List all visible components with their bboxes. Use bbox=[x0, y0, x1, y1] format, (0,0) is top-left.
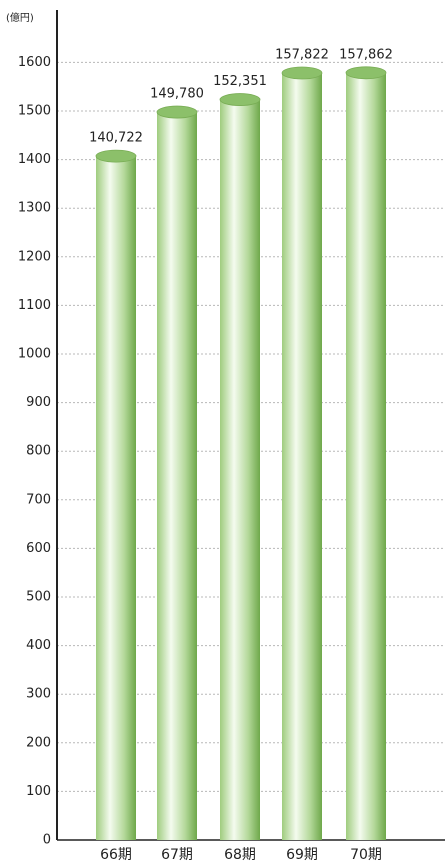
bar-cap bbox=[281, 66, 323, 80]
bar-cap bbox=[156, 105, 198, 119]
value-label: 157,822 bbox=[275, 47, 329, 62]
y-tick-label: 800 bbox=[26, 444, 51, 459]
bar bbox=[282, 72, 322, 840]
bar bbox=[220, 99, 260, 840]
bar-cap bbox=[219, 93, 261, 106]
value-label: 152,351 bbox=[213, 74, 267, 89]
y-tick-label: 1400 bbox=[18, 152, 51, 167]
value-label: 149,780 bbox=[150, 87, 204, 102]
y-tick-label: 1100 bbox=[18, 298, 51, 313]
x-tick-label: 69期 bbox=[286, 847, 318, 863]
bar-cap bbox=[95, 149, 137, 163]
y-tick-label: 200 bbox=[26, 735, 51, 750]
y-tick-label: 1000 bbox=[18, 347, 51, 362]
y-tick-label: 1600 bbox=[18, 55, 51, 70]
x-tick-label: 68期 bbox=[224, 847, 256, 863]
y-tick-label: 1500 bbox=[18, 104, 51, 119]
x-tick-label: 67期 bbox=[161, 847, 193, 863]
value-label: 157,862 bbox=[339, 47, 393, 62]
bar bbox=[346, 72, 386, 841]
y-tick-label: 100 bbox=[26, 784, 51, 799]
y-tick-label: 500 bbox=[26, 590, 51, 605]
x-tick-label: 66期 bbox=[100, 847, 132, 863]
y-tick-label: 400 bbox=[26, 638, 51, 653]
y-tick-label: 700 bbox=[26, 492, 51, 507]
y-tick-label: 300 bbox=[26, 687, 51, 702]
value-label: 140,722 bbox=[89, 131, 143, 146]
bar bbox=[157, 112, 197, 840]
y-tick-label: 1200 bbox=[18, 249, 51, 264]
y-tick-label: 0 bbox=[43, 833, 51, 848]
y-tick-label: 600 bbox=[26, 541, 51, 556]
y-tick-label: 1300 bbox=[18, 201, 51, 216]
unit-label: (億円) bbox=[6, 11, 34, 24]
bar-cap bbox=[345, 66, 387, 80]
y-tick-label: 900 bbox=[26, 395, 51, 410]
bar bbox=[96, 156, 136, 841]
x-tick-label: 70期 bbox=[350, 847, 382, 863]
